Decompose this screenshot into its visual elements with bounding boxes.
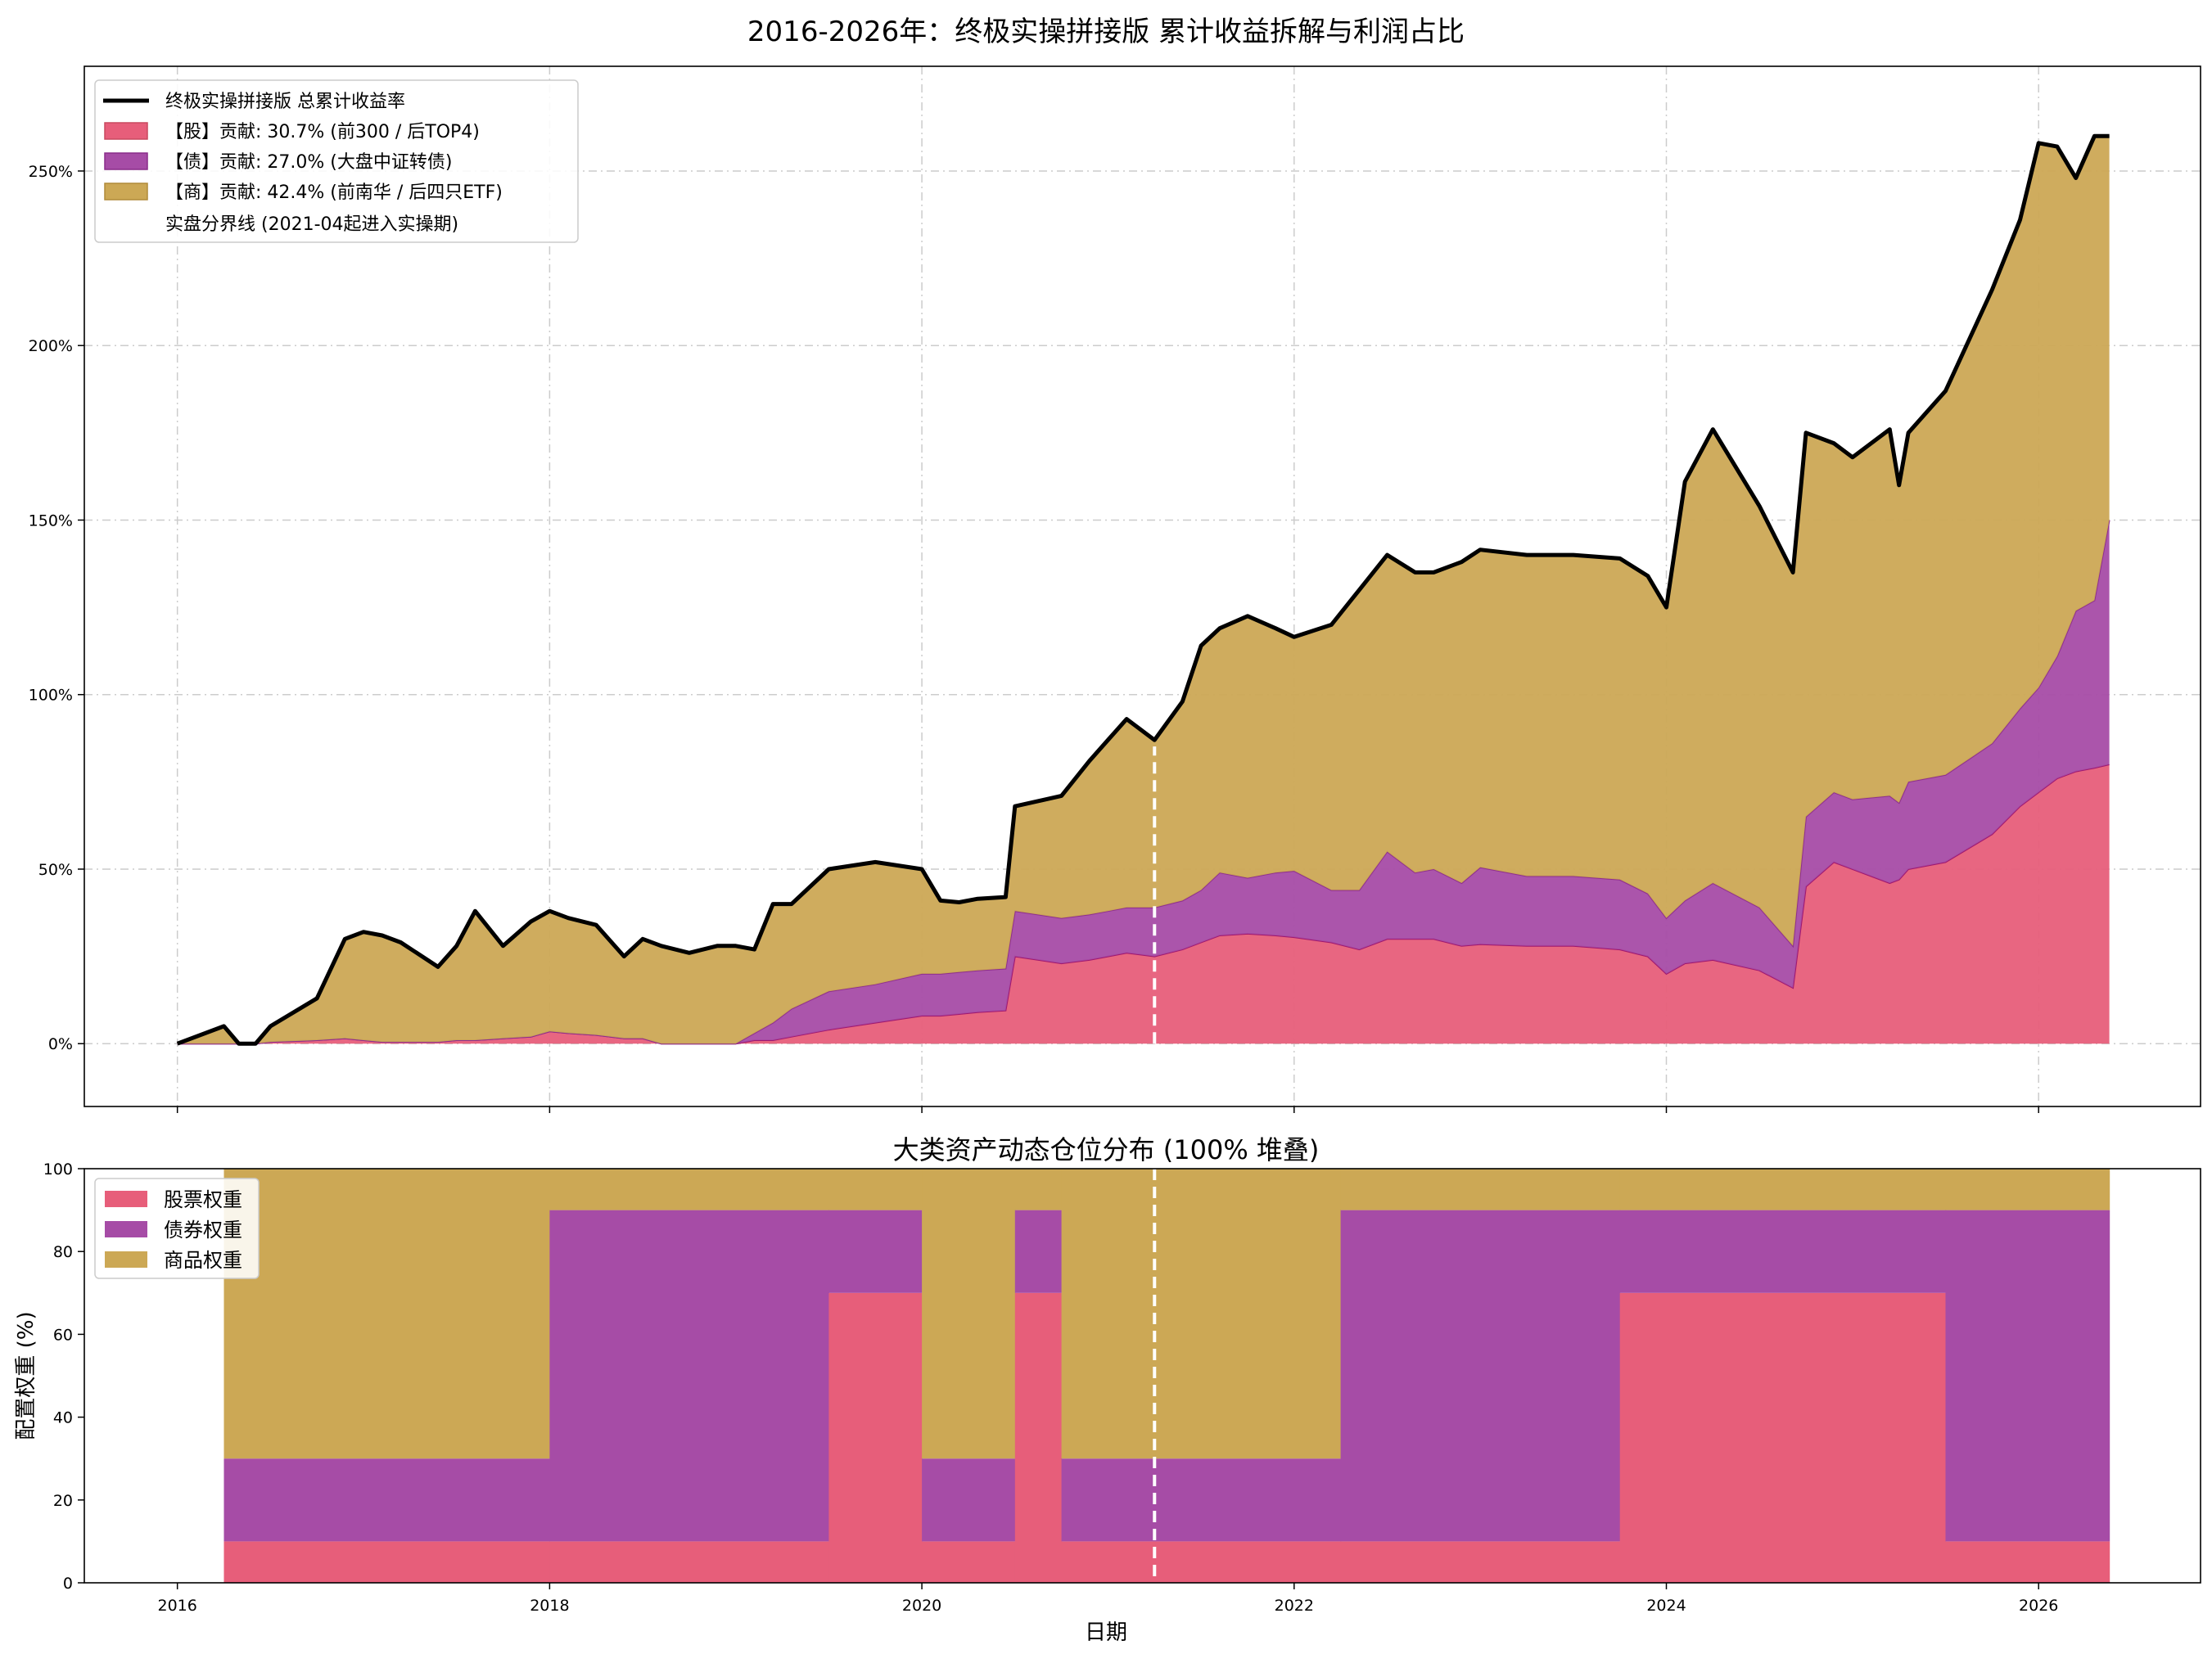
legend-divider-label: 实盘分界线 (2021-04起进入实操期) xyxy=(165,214,458,235)
top-chart-title: 2016-2026年：终极实操拼接版 累计收益拆解与利润占比 xyxy=(747,16,1465,48)
legend-stock-swatch xyxy=(104,122,148,140)
commodity-weight-block xyxy=(1014,1169,1063,1210)
legend-commodity-weight-label: 商品权重 xyxy=(164,1249,242,1272)
legend-commodity-label: 【商】贡献: 42.4% (前南华 / 后四只ETF) xyxy=(165,183,503,203)
stock-weight-block xyxy=(223,1541,550,1583)
legend-bond-weight-swatch xyxy=(105,1221,147,1237)
commodity-weight-block xyxy=(1340,1169,1621,1210)
legend-bond-weight-label: 债券权重 xyxy=(164,1219,242,1242)
top-y-tick-label: 100% xyxy=(29,687,73,705)
legend-stock-weight-swatch xyxy=(105,1191,147,1207)
legend-commodity-swatch xyxy=(104,183,148,201)
bottom-x-tick-label: 2024 xyxy=(1646,1597,1686,1615)
stock-weight-block xyxy=(1619,1292,1947,1583)
bottom-y-tick-label: 20 xyxy=(53,1492,73,1510)
commodity-weight-block xyxy=(828,1169,923,1210)
bottom-chart-title: 大类资产动态仓位分布 (100% 堆叠) xyxy=(893,1134,1320,1165)
top-y-tick-label: 0% xyxy=(48,1035,73,1053)
top-chart-total-line xyxy=(176,133,2110,1046)
bottom-x-tick-label: 2020 xyxy=(902,1597,941,1615)
commodity-weight-block xyxy=(1061,1169,1342,1459)
bond-weight-block xyxy=(1619,1210,1947,1293)
legend-total-label: 终极实操拼接版 总累计收益率 xyxy=(165,92,405,112)
top-chart-areas xyxy=(177,135,2110,1045)
legend-stock-weight-label: 股票权重 xyxy=(164,1188,242,1211)
stock-weight-block xyxy=(922,1541,1016,1583)
stock-weight-block xyxy=(1061,1541,1342,1583)
stock-weight-block xyxy=(1014,1292,1063,1583)
commodity-weight-block xyxy=(1945,1169,2110,1210)
legend-stock-label: 【股】贡献: 30.7% (前300 / 后TOP4) xyxy=(165,122,480,142)
stock-weight-block xyxy=(1945,1541,2110,1583)
bottom-y-tick-label: 0 xyxy=(63,1575,73,1593)
top-chart-y-ticks: 0% 50% 100% 150% 200% 250% xyxy=(29,163,84,1053)
commodity-weight-block xyxy=(1619,1169,1947,1210)
bottom-chart-x-ticks: 2016 2018 2020 2022 2024 2026 xyxy=(157,1583,2058,1615)
bottom-x-tick-label: 2018 xyxy=(530,1597,569,1615)
total-return-line xyxy=(176,133,2110,1046)
top-y-tick-label: 50% xyxy=(38,861,73,879)
top-y-tick-label: 150% xyxy=(29,512,73,530)
bond-weight-block xyxy=(1014,1210,1063,1293)
legend-bond-label: 【债】贡献: 27.0% (大盘中证转债) xyxy=(165,152,452,173)
bottom-y-tick-label: 60 xyxy=(53,1326,73,1344)
bottom-y-tick-label: 80 xyxy=(53,1243,73,1261)
bottom-x-tick-label: 2016 xyxy=(157,1597,196,1615)
stock-contribution-area xyxy=(177,764,2110,1044)
top-legend-box xyxy=(94,79,579,243)
bond-weight-block xyxy=(223,1458,550,1542)
bottom-x-tick-label: 2026 xyxy=(2019,1597,2058,1615)
bond-weight-block xyxy=(1340,1210,1621,1542)
bottom-chart-y-ticks: 0 20 40 60 80 100 xyxy=(43,1161,84,1593)
stock-weight-block xyxy=(1340,1541,1621,1583)
bottom-y-tick-label: 40 xyxy=(53,1409,73,1427)
stock-weight-block xyxy=(549,1541,829,1583)
legend-bond-swatch xyxy=(104,152,148,170)
top-chart-frame xyxy=(84,65,2201,1107)
stock-weight-block xyxy=(828,1292,923,1583)
commodity-weight-block xyxy=(223,1169,550,1459)
bottom-y-tick-label: 100 xyxy=(43,1161,73,1179)
bond-weight-block xyxy=(1945,1210,2110,1542)
top-y-tick-label: 250% xyxy=(29,163,73,181)
bond-contribution-area xyxy=(177,520,2110,1044)
bond-weight-block xyxy=(922,1458,1016,1542)
bottom-chart-legend: 股票权重 债券权重 商品权重 xyxy=(94,1178,260,1279)
legend-commodity-weight-swatch xyxy=(105,1251,147,1268)
bottom-chart-xlabel: 日期 xyxy=(1085,1620,1127,1645)
top-chart-legend: 终极实操拼接版 总累计收益率 【股】贡献: 30.7% (前300 / 后TOP… xyxy=(94,79,579,243)
bottom-chart-ylabel: 配置权重 (%) xyxy=(14,1311,38,1440)
bond-weight-block xyxy=(549,1210,829,1542)
bond-weight-block xyxy=(828,1210,923,1293)
top-y-tick-label: 200% xyxy=(29,337,73,355)
bond-weight-block xyxy=(1061,1458,1342,1542)
commodity-weight-block xyxy=(922,1169,1016,1459)
commodity-weight-block xyxy=(549,1169,829,1210)
bottom-chart-areas xyxy=(223,1169,2110,1583)
bottom-chart-frame xyxy=(84,1168,2201,1584)
bottom-x-tick-label: 2022 xyxy=(1275,1597,1314,1615)
commodity-contribution-area xyxy=(177,136,2110,1044)
top-chart-x-ticks xyxy=(176,1106,2039,1113)
